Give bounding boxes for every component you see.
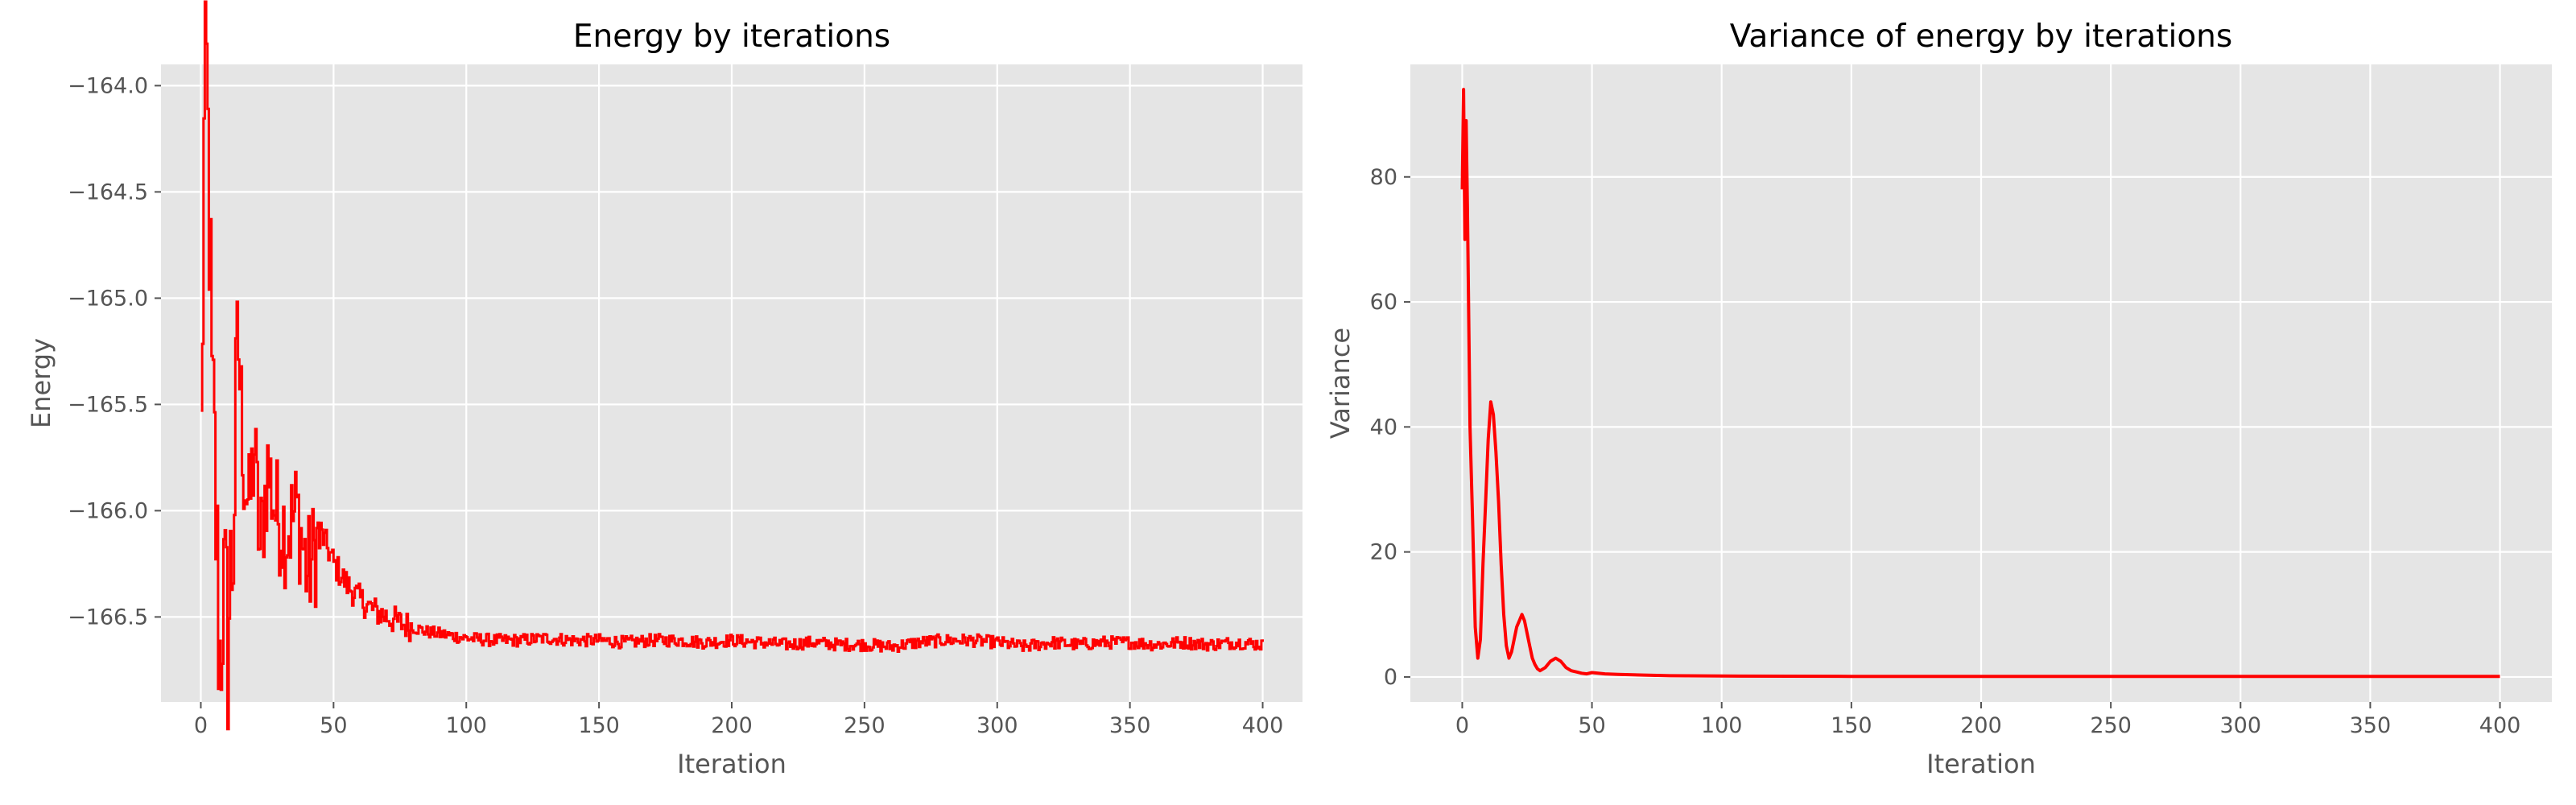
variance-chart-title: Variance of energy by iterations bbox=[1730, 19, 2232, 55]
variance-x-tick-label: 0 bbox=[1455, 713, 1469, 738]
variance-y-tick-label: 80 bbox=[1370, 165, 1397, 190]
energy-x-tick-label: 400 bbox=[1242, 713, 1284, 738]
energy-x-tick-label: 200 bbox=[711, 713, 753, 738]
energy-y-tick-label: −166.5 bbox=[68, 605, 148, 630]
energy-y-tick-label: −164.0 bbox=[68, 73, 148, 98]
variance-ticks: 0 50 100 150 200 250 300 350 400 0 20 40 60 80 bbox=[1370, 165, 2521, 738]
energy-y-axis-label: Energy bbox=[26, 338, 56, 428]
variance-y-tick-label: 0 bbox=[1384, 665, 1397, 690]
variance-y-tick-label: 40 bbox=[1370, 415, 1397, 440]
variance-y-tick-label: 20 bbox=[1370, 540, 1397, 565]
energy-x-tick-label: 50 bbox=[320, 713, 347, 738]
energy-x-axis-label: Iteration bbox=[677, 749, 786, 779]
energy-series bbox=[200, 0, 1264, 731]
variance-x-tick-label: 400 bbox=[2479, 713, 2521, 738]
energy-x-tick-label: 0 bbox=[194, 713, 208, 738]
variance-series bbox=[1460, 88, 2500, 679]
energy-x-tick-label: 250 bbox=[844, 713, 886, 738]
variance-chart: 0 50 100 150 200 250 300 350 400 0 20 40 60 80 Varian… bbox=[1325, 19, 2552, 779]
variance-y-axis-label: Variance bbox=[1325, 328, 1356, 439]
variance-x-tick-label: 200 bbox=[1960, 713, 2002, 738]
energy-x-tick-label: 100 bbox=[445, 713, 487, 738]
variance-x-tick-label: 250 bbox=[2090, 713, 2132, 738]
energy-x-tick-label: 150 bbox=[578, 713, 620, 738]
energy-x-tick-label: 350 bbox=[1109, 713, 1151, 738]
energy-x-tick-label: 300 bbox=[976, 713, 1018, 738]
energy-chart-title: Energy by iterations bbox=[573, 19, 890, 55]
energy-y-tick-label: −164.5 bbox=[68, 180, 148, 204]
variance-x-tick-label: 300 bbox=[2219, 713, 2261, 738]
energy-y-tick-label: −165.5 bbox=[68, 392, 148, 417]
variance-x-tick-label: 150 bbox=[1831, 713, 1872, 738]
variance-y-tick-label: 60 bbox=[1370, 290, 1397, 315]
variance-x-axis-label: Iteration bbox=[1926, 749, 2036, 779]
variance-x-tick-label: 350 bbox=[2350, 713, 2392, 738]
energy-chart: 0 50 100 150 200 250 300 350 400 −164.0 −164.5 −165… bbox=[26, 0, 1302, 779]
energy-line bbox=[200, 0, 1264, 731]
energy-y-tick-label: −166.0 bbox=[68, 498, 148, 523]
energy-y-tick-label: −165.0 bbox=[68, 286, 148, 311]
energy-ticks: 0 50 100 150 200 250 300 350 400 −164.0 −164.5 −165… bbox=[68, 73, 1283, 738]
variance-x-tick-label: 50 bbox=[1578, 713, 1605, 738]
variance-line bbox=[1460, 88, 2500, 679]
variance-x-tick-label: 100 bbox=[1701, 713, 1743, 738]
energy-grid bbox=[161, 64, 1302, 702]
